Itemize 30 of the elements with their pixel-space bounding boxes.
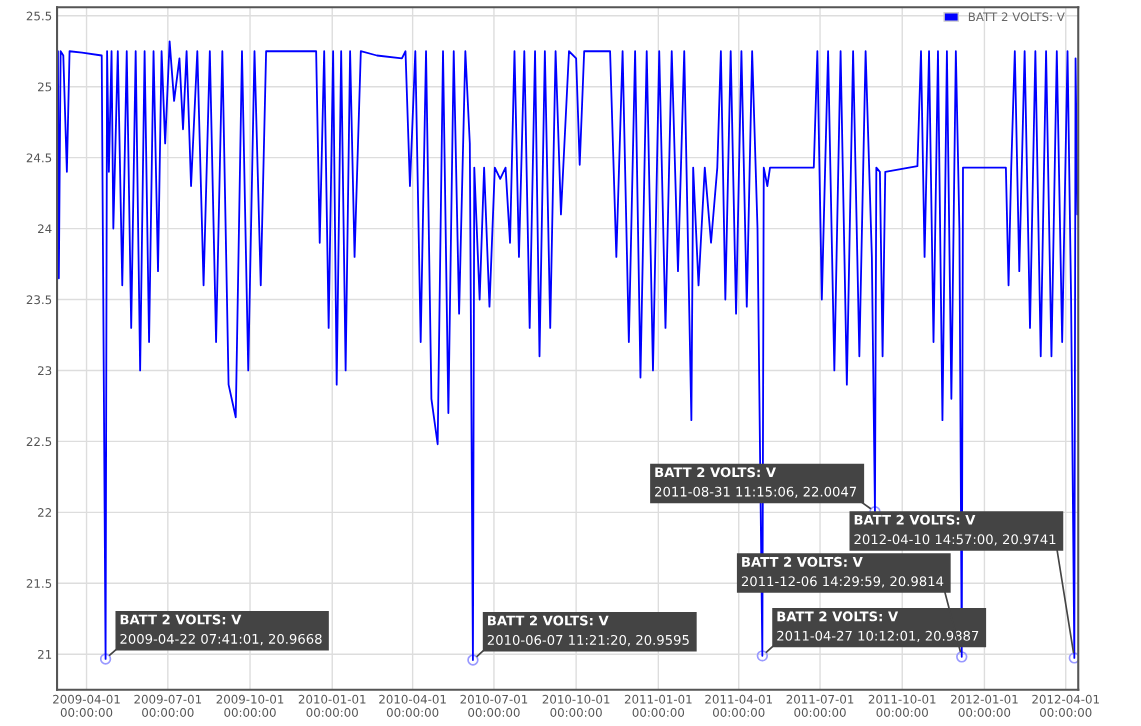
- y-tick-label: 24.5: [26, 153, 52, 163]
- y-tick-label: 24: [38, 224, 52, 234]
- legend-label: BATT 2 VOLTS: V: [968, 12, 1065, 22]
- annotation: BATT 2 VOLTS: V 2009-04-22 07:41:01, 20.9668: [120, 614, 322, 646]
- x-tick-label: 2011-04-01 00:00:00: [705, 694, 772, 717]
- y-tick-label: 23: [38, 366, 52, 376]
- x-tick-label: 2011-07-01 00:00:00: [786, 694, 854, 717]
- x-tick-label: 2009-07-01 00:00:00: [134, 694, 202, 717]
- y-tick-label: 25: [38, 82, 52, 92]
- x-tick-label: 2010-01-01 00:00:00: [298, 694, 366, 717]
- y-tick-label: 23.5: [26, 295, 52, 305]
- x-tick-label: 2011-01-01 00:00:00: [624, 694, 692, 717]
- x-tick-label: 2011-10-01 00:00:00: [868, 694, 936, 717]
- y-tick-label: 21.5: [26, 579, 52, 588]
- x-tick-label: 2012-01-01 00:00:00: [951, 694, 1018, 717]
- x-tick-label: 2010-10-01 00:00:00: [542, 694, 610, 717]
- y-tick-label: 25.5: [26, 11, 52, 21]
- y-tick-label: 21: [38, 649, 52, 659]
- annotation: BATT 2 VOLTS: V 2011-12-06 14:29:59, 20.9814: [741, 556, 944, 588]
- annotation: BATT 2 VOLTS: V 2011-04-27 10:12:01, 20.9887: [777, 611, 979, 643]
- annotation: BATT 2 VOLTS: V 2011-08-31 11:15:06, 22.0047: [655, 467, 857, 498]
- x-tick-label: 2009-04-01 00:00:00: [53, 694, 120, 717]
- x-tick-label: 2009-10-01 00:00:00: [216, 694, 284, 717]
- x-tick-label: 2012-04-01 00:00:00: [1032, 694, 1099, 717]
- y-tick-label: 22.5: [26, 437, 52, 447]
- x-tick-label: 2010-07-01 00:00:00: [460, 694, 528, 717]
- y-tick-label: 22: [38, 508, 52, 517]
- annotation: BATT 2 VOLTS: V 2010-06-07 11:21:20, 20.9595: [487, 615, 689, 647]
- annotation: BATT 2 VOLTS: V 2012-04-10 14:57:00, 20.9741: [854, 514, 1056, 546]
- x-tick-label: 2010-04-01 00:00:00: [379, 694, 446, 717]
